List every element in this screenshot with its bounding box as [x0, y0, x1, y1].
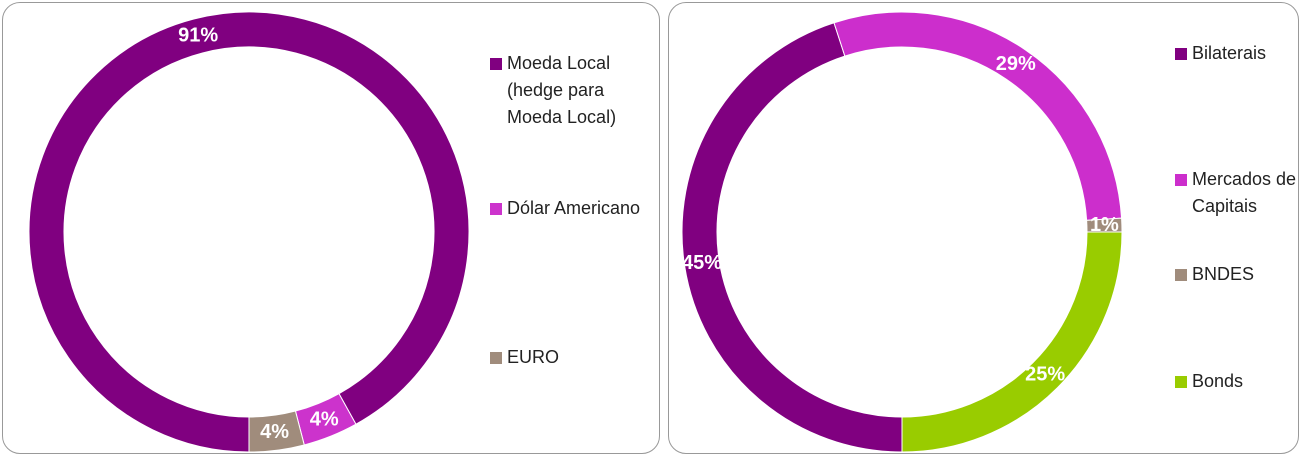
legend-item: Bilaterais — [1175, 40, 1300, 67]
donut-segment — [248, 410, 305, 453]
legend-item: EURO — [490, 344, 655, 371]
donut-segment — [28, 11, 470, 453]
data-label: 45% — [682, 252, 722, 274]
data-label: 4% — [260, 421, 289, 443]
legend-label: Moeda Local (hedge para Moeda Local) — [507, 53, 617, 127]
data-label: 1% — [1090, 214, 1119, 236]
data-label: 4% — [310, 408, 339, 430]
donut-segment — [901, 231, 1123, 453]
legend-item: Bonds — [1175, 368, 1300, 395]
data-label: 91% — [178, 24, 218, 46]
legend-label: EURO — [507, 347, 560, 367]
legend-swatch — [1175, 376, 1187, 388]
legend-item: Mercados de Capitais — [1175, 166, 1300, 220]
legend-swatch — [1175, 269, 1187, 281]
donut-segment — [681, 22, 903, 453]
data-label: 29% — [996, 53, 1036, 75]
data-label: 25% — [1025, 363, 1065, 385]
legend-item: BNDES — [1175, 261, 1300, 288]
legend-swatch — [490, 203, 502, 215]
panel — [668, 2, 1299, 454]
legend-swatch — [1175, 48, 1187, 60]
legend-label: Bonds — [1192, 371, 1244, 391]
legend-label: Bilaterais — [1192, 43, 1267, 63]
legend-label: Dólar Americano — [507, 198, 641, 218]
legend-swatch — [1175, 174, 1187, 186]
legend-swatch — [490, 58, 502, 70]
legend-label: Mercados de Capitais — [1192, 169, 1297, 216]
legend-label: BNDES — [1192, 264, 1255, 284]
legend-swatch — [490, 352, 502, 364]
panel — [2, 2, 660, 454]
legend-item: Dólar Americano — [490, 195, 655, 222]
legend-item: Moeda Local (hedge para Moeda Local) — [490, 50, 655, 131]
donut-segment — [833, 11, 1123, 221]
